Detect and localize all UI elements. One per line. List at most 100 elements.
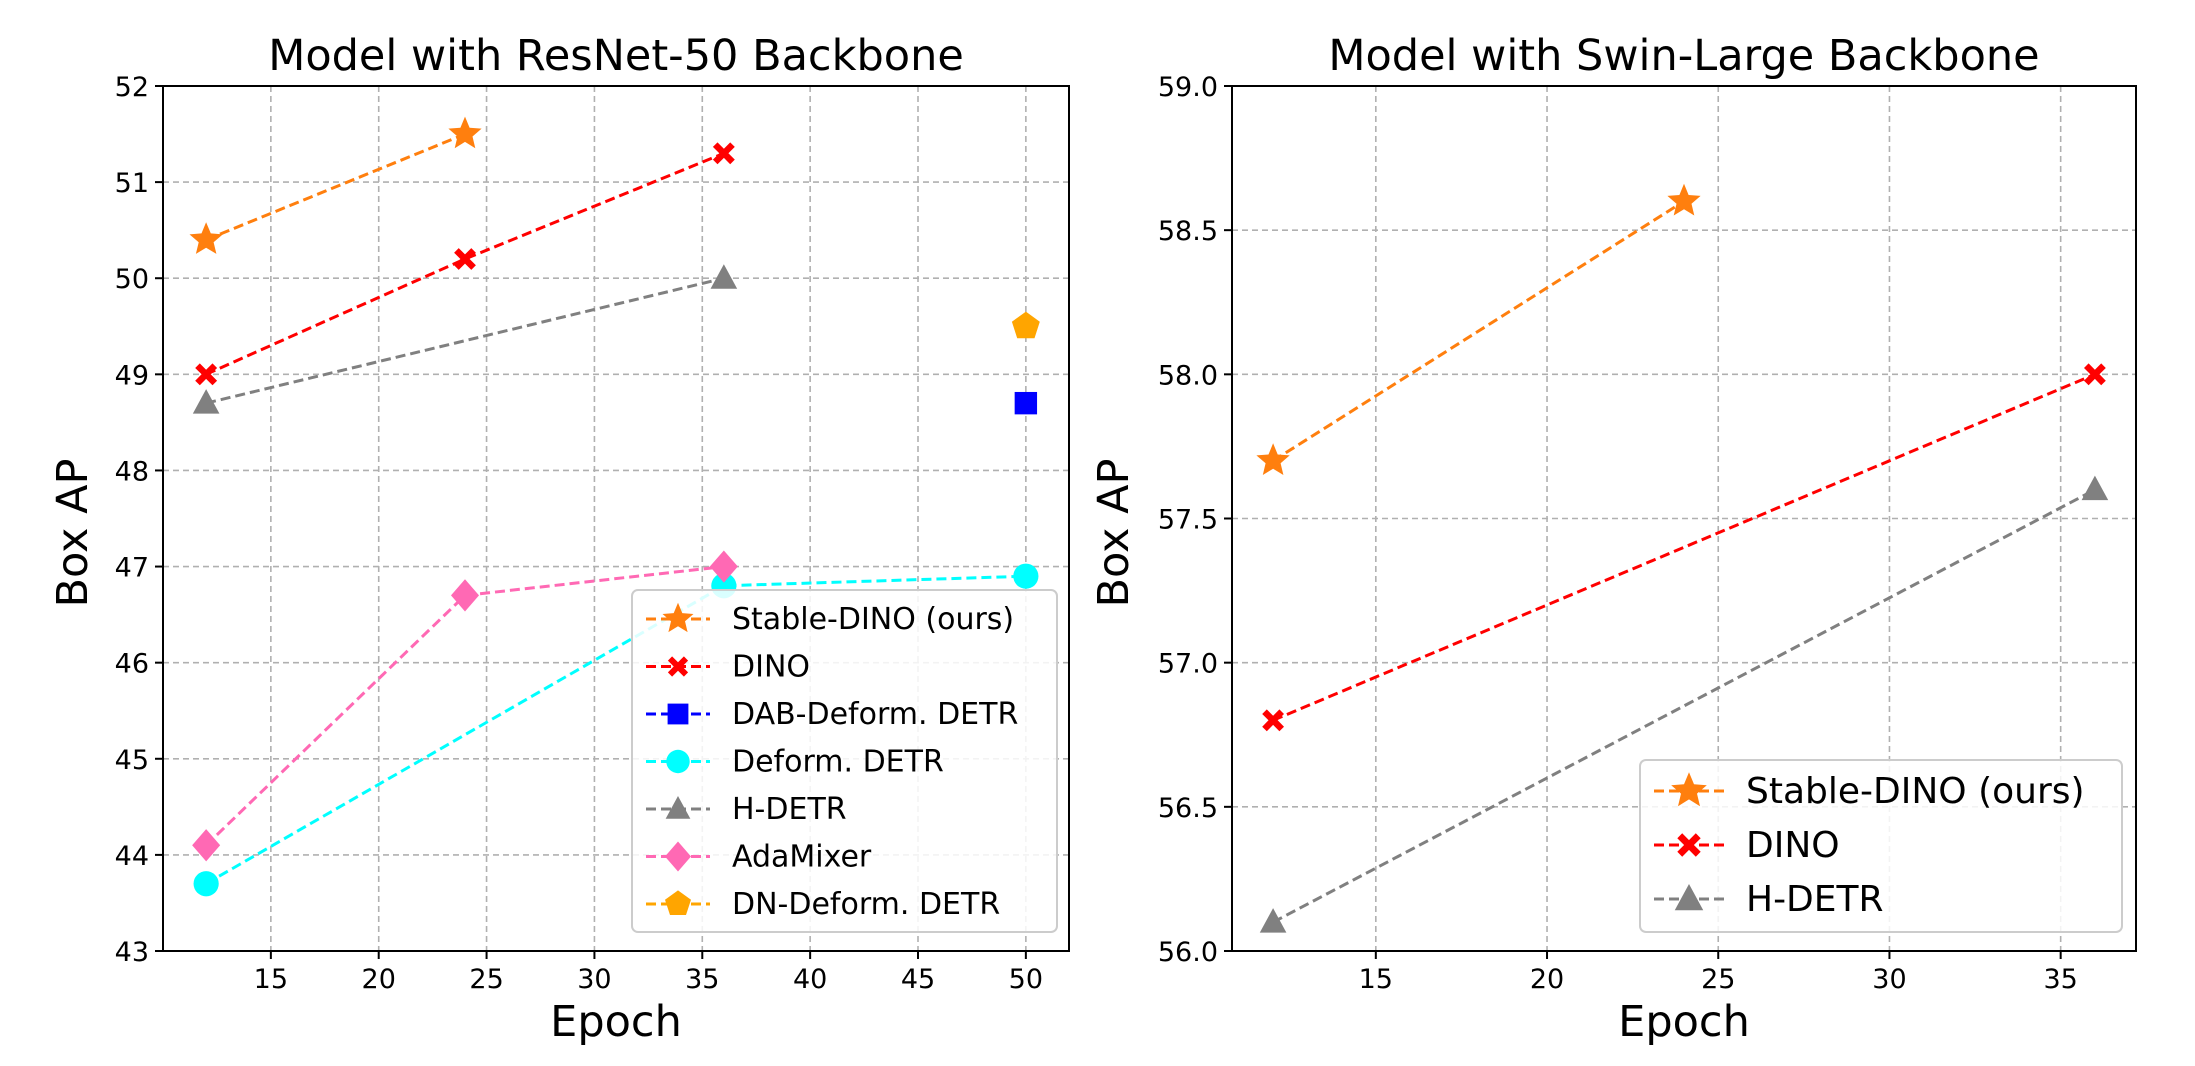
x-tick-label: 25 (1701, 964, 1735, 995)
x-tick-label: 25 (469, 964, 503, 995)
legend-item: AdaMixer (646, 840, 872, 875)
data-point (1011, 311, 1040, 339)
data-point (1667, 183, 1701, 216)
x-tick-label: 20 (362, 964, 396, 995)
y-tick-label: 59.0 (1158, 72, 1218, 103)
axis-ticks: 15 20 25 30 35 56.0 56.5 57.0 57.5 58.0 58.5 59.0 (1158, 72, 2078, 995)
series-dino (195, 142, 735, 386)
series-stable-dino-ours (189, 116, 482, 254)
chart-title: Model with Swin-Large Backbone (1328, 31, 2039, 81)
legend-marker (665, 890, 691, 915)
legend-item: DINO (1654, 825, 1840, 866)
legend-marker (667, 656, 689, 677)
y-tick-label: 58.0 (1158, 360, 1218, 391)
legend-label: H-DETR (732, 792, 847, 827)
data-point (710, 264, 738, 289)
legend-marker (1671, 772, 1707, 807)
data-point (1013, 563, 1039, 589)
legend-item: Stable-DINO (ours) (1654, 771, 2085, 812)
x-tick-label: 30 (1872, 964, 1906, 995)
series-line (205, 276, 725, 405)
legend-box (1639, 759, 2123, 933)
axis-ticks: 15 20 25 30 35 40 45 50 43 44 45 46 47 48 49 50 51 52 (115, 72, 1043, 995)
y-tick-label: 47 (115, 553, 149, 584)
x-tick-label: 50 (1009, 964, 1043, 995)
data-point (451, 579, 479, 612)
data-point (709, 550, 738, 583)
series-h-detr (192, 264, 738, 414)
legend-item: Stable-DINO (ours) (646, 602, 1014, 637)
series-line (205, 574, 1026, 886)
data-point (448, 116, 482, 149)
y-tick-label: 48 (115, 456, 149, 487)
legend-marker (667, 703, 689, 725)
legend-marker (665, 841, 691, 872)
y-tick-label: 56.0 (1158, 937, 1218, 968)
legend-label: DINO (1746, 825, 1840, 866)
data-point (189, 222, 223, 254)
legend-item: DAB-Deform. DETR (646, 697, 1018, 732)
data-point (2081, 475, 2109, 501)
legend-item: Deform. DETR (646, 745, 944, 780)
legend-marker (1677, 833, 1701, 857)
chart-title: Model with ResNet-50 Backbone (268, 31, 964, 81)
legend: Stable-DINO (ours) DINO H-DETR (1639, 759, 2123, 933)
legend-marker (662, 602, 694, 633)
y-tick-label: 56.5 (1158, 793, 1218, 824)
x-tick-label: 15 (1359, 964, 1393, 995)
series-line (1272, 200, 1685, 463)
x-axis-label: Epoch (550, 997, 682, 1047)
series-adamixer (192, 550, 738, 862)
y-tick-label: 50 (115, 264, 149, 295)
x-axis-label: Epoch (1618, 997, 1750, 1047)
series-dab-deform-detr (1014, 391, 1038, 415)
series-line (205, 151, 725, 376)
legend-label: Stable-DINO (ours) (1746, 771, 2085, 812)
y-axis-label: Box AP (48, 459, 98, 608)
legend-item: H-DETR (646, 792, 847, 827)
y-tick-label: 57.5 (1158, 505, 1218, 536)
data-point (192, 829, 221, 862)
legend-marker (665, 796, 691, 819)
series-dino (1262, 363, 2106, 732)
series-line (205, 132, 466, 242)
legend-label: AdaMixer (732, 840, 872, 875)
series-line (1272, 372, 2096, 722)
y-tick-label: 51 (115, 168, 149, 199)
series-h-detr (1259, 475, 2109, 933)
x-tick-label: 30 (577, 964, 611, 995)
data-point (2084, 363, 2106, 386)
legend-item: H-DETR (1654, 879, 1884, 920)
legend-label: DAB-Deform. DETR (732, 697, 1018, 732)
y-tick-label: 44 (115, 841, 149, 872)
x-tick-label: 20 (1530, 964, 1564, 995)
data-point (454, 248, 476, 270)
legend-item: DN-Deform. DETR (646, 887, 1000, 922)
series-stable-dino-ours (1256, 183, 1701, 475)
legend-marker (1674, 884, 1704, 911)
plot-area (162, 85, 1070, 952)
y-axis-label: Box AP (1089, 459, 1139, 608)
chart-resnet50: Model with ResNet-50 Backbone Epoch Box … (48, 31, 1070, 1047)
legend-label: Stable-DINO (ours) (732, 602, 1014, 637)
legend: Stable-DINO (ours) DINO DAB-Deform. DETR De… (631, 589, 1058, 933)
data-point (195, 363, 218, 386)
data-point (192, 389, 220, 414)
data-point (1014, 391, 1038, 415)
y-tick-label: 49 (115, 360, 149, 391)
y-tick-label: 46 (115, 649, 149, 680)
legend-label: Deform. DETR (732, 745, 944, 780)
series-line (205, 565, 725, 847)
series-line (1272, 488, 2096, 924)
data-point (193, 871, 219, 897)
data-point (1259, 908, 1287, 933)
legend-label: DN-Deform. DETR (732, 887, 1000, 922)
legend-box (631, 589, 1058, 933)
y-tick-label: 57.0 (1158, 649, 1218, 680)
x-tick-label: 35 (685, 964, 719, 995)
x-tick-label: 35 (2043, 964, 2077, 995)
x-tick-label: 40 (793, 964, 827, 995)
legend-item: DINO (646, 650, 810, 685)
y-tick-label: 58.5 (1158, 216, 1218, 247)
